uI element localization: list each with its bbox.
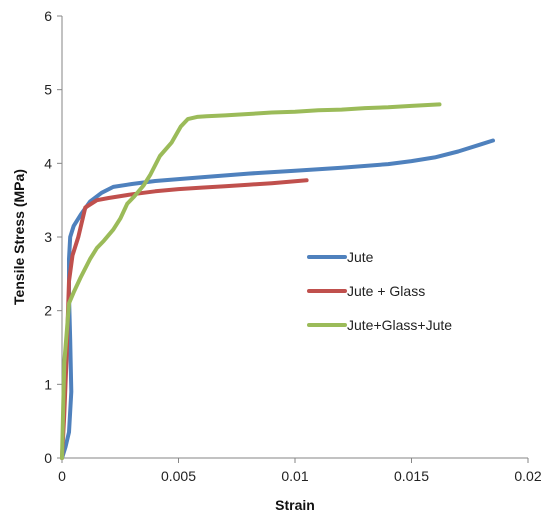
y-tick-label: 3 bbox=[44, 229, 52, 245]
legend-label: Jute bbox=[347, 249, 374, 265]
x-tick-label: 0.015 bbox=[394, 468, 429, 484]
x-axis-title: Strain bbox=[275, 497, 315, 513]
x-tick-label: 0.005 bbox=[161, 468, 196, 484]
axes: 0 1 2 3 4 5 6 0 0.005 0.01 0.015 0.02 Strain Tensile … bbox=[11, 8, 542, 513]
y-axis-title: Tensile Stress (MPa) bbox=[11, 169, 27, 305]
series-lines bbox=[60, 102, 495, 460]
x-tick-label: 0.01 bbox=[281, 468, 308, 484]
series-line-1 bbox=[60, 138, 495, 460]
legend-label: Jute + Glass bbox=[347, 283, 425, 299]
y-tick-label: 6 bbox=[44, 8, 52, 24]
legend-label: Jute+Glass+Jute bbox=[347, 317, 452, 333]
y-tick-label: 0 bbox=[44, 450, 52, 466]
y-tick-label: 5 bbox=[44, 82, 52, 98]
y-tick-label: 1 bbox=[44, 376, 52, 392]
x-tick-label: 0 bbox=[58, 468, 66, 484]
series-line-2 bbox=[60, 178, 309, 460]
series-line-3 bbox=[60, 102, 442, 460]
y-tick-label: 4 bbox=[44, 155, 52, 171]
x-tick-label: 0.02 bbox=[514, 468, 541, 484]
y-tick-label: 2 bbox=[44, 303, 52, 319]
legend: Jute Jute + Glass Jute+Glass+Jute bbox=[307, 249, 452, 333]
